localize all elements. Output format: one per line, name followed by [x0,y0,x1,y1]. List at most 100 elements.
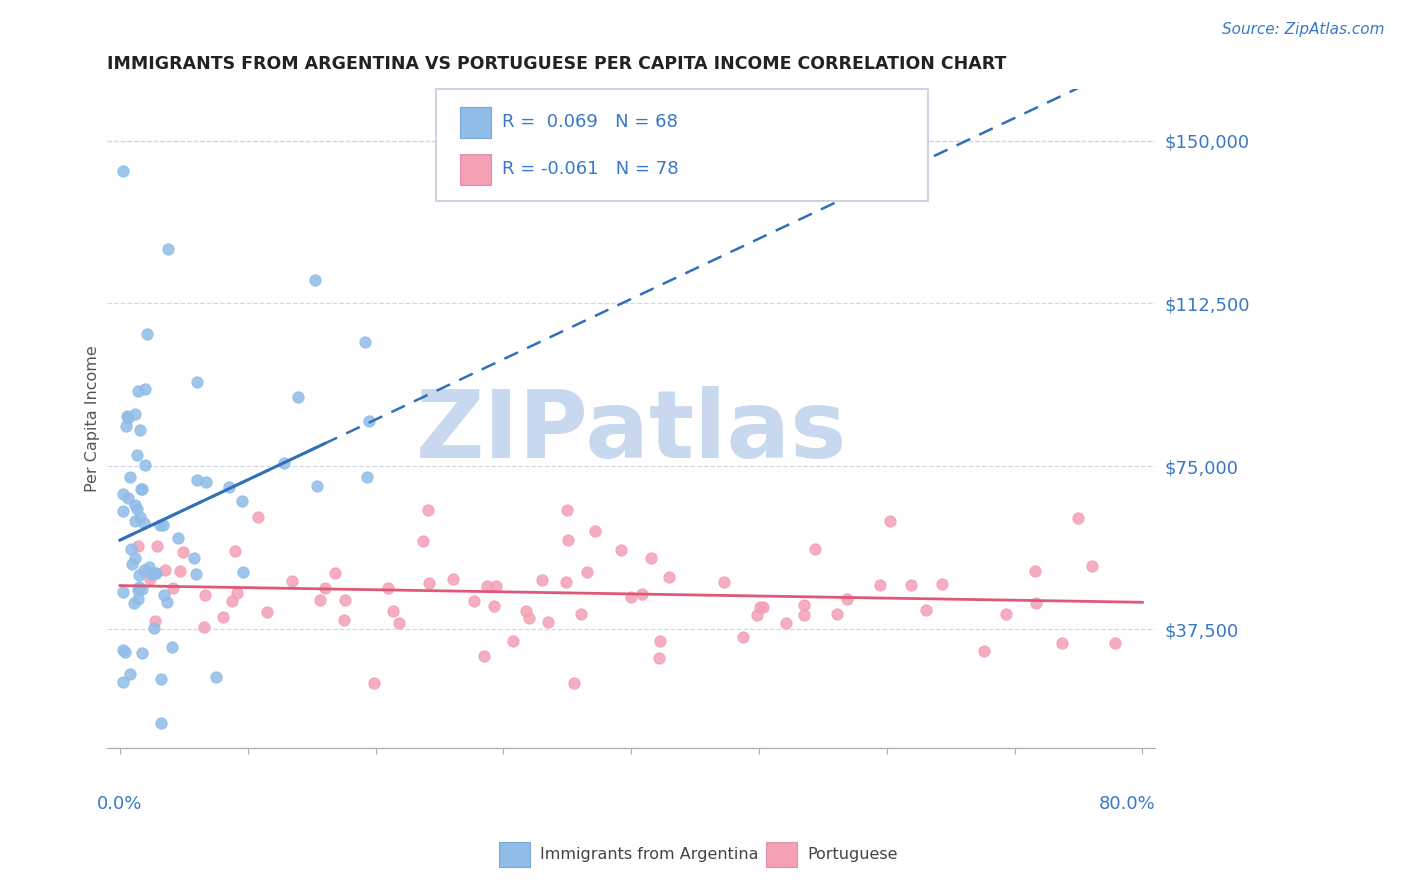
Point [658,570,681,584]
Point [713,575,735,590]
Point [131,582,153,597]
Point [212,609,235,624]
Point [162,581,184,595]
Point [502,634,524,648]
Point [169,564,191,578]
Point [224,544,246,558]
Point [775,616,797,631]
Point [357,414,380,428]
Point [139,572,162,586]
Point [307,479,329,493]
Point [1025,596,1047,610]
Point [583,524,606,538]
Point [111,503,134,517]
Point [631,587,654,601]
Point [827,607,849,622]
Point [149,672,172,686]
Point [132,563,155,577]
Point [793,599,815,613]
Point [152,517,174,532]
Point [127,448,149,462]
Point [555,502,578,516]
Point [148,517,170,532]
Point [377,581,399,595]
Point [226,586,249,600]
Point [648,634,671,648]
Point [1024,564,1046,578]
Point [477,579,499,593]
Point [117,491,139,506]
Point [555,575,578,590]
Point [973,644,995,658]
Point [835,592,858,607]
Point [114,644,136,658]
Point [117,410,139,425]
Point [748,600,770,615]
Point [441,572,464,586]
Point [124,551,146,566]
Point [156,595,179,609]
Point [120,470,142,484]
Point [610,543,633,558]
Point [562,676,585,690]
Point [356,470,378,484]
Text: R =  0.069   N = 68: R = 0.069 N = 68 [502,113,678,131]
Point [388,616,411,631]
Point [131,482,153,496]
Point [117,409,139,423]
Point [879,514,901,528]
Point [648,651,671,665]
Point [143,614,166,628]
Point [127,583,149,598]
Point [129,423,152,437]
Point [752,600,775,615]
Point [571,607,593,622]
Point [111,642,134,657]
Y-axis label: Per Capita Income: Per Capita Income [86,345,100,491]
Point [134,458,156,473]
Point [194,588,217,602]
Point [143,566,166,581]
Point [381,604,404,618]
Point [256,605,278,619]
Point [129,482,152,496]
Point [416,503,439,517]
Point [143,621,166,635]
Point [1104,636,1126,650]
Point [127,592,149,607]
Point [146,539,169,553]
Point [186,375,208,389]
Point [304,273,326,287]
Point [640,550,662,565]
Text: 80.0%: 80.0% [1098,795,1156,813]
Point [121,557,143,571]
Point [127,539,149,553]
Point [160,640,183,654]
Point [153,589,176,603]
Point [517,611,540,625]
Text: IMMIGRANTS FROM ARGENTINA VS PORTUGUESE PER CAPITA INCOME CORRELATION CHART: IMMIGRANTS FROM ARGENTINA VS PORTUGUESE … [107,55,1007,73]
Point [194,475,217,490]
Point [183,551,205,566]
Point [124,514,146,528]
Point [363,676,385,690]
Point [733,630,755,644]
Point [115,419,138,434]
Point [132,516,155,530]
Point [1067,511,1090,525]
Text: Immigrants from Argentina: Immigrants from Argentina [540,847,758,862]
Point [323,566,346,580]
Point [804,542,827,557]
Point [309,592,332,607]
Point [128,509,150,524]
Point [118,667,141,681]
Text: ZIPatlas: ZIPatlas [416,385,846,478]
Point [333,614,356,628]
Point [485,580,508,594]
Point [620,590,643,604]
Point [111,487,134,501]
Point [124,498,146,512]
Point [186,473,208,487]
Point [281,574,304,588]
Text: R = -0.061   N = 78: R = -0.061 N = 78 [502,161,679,178]
